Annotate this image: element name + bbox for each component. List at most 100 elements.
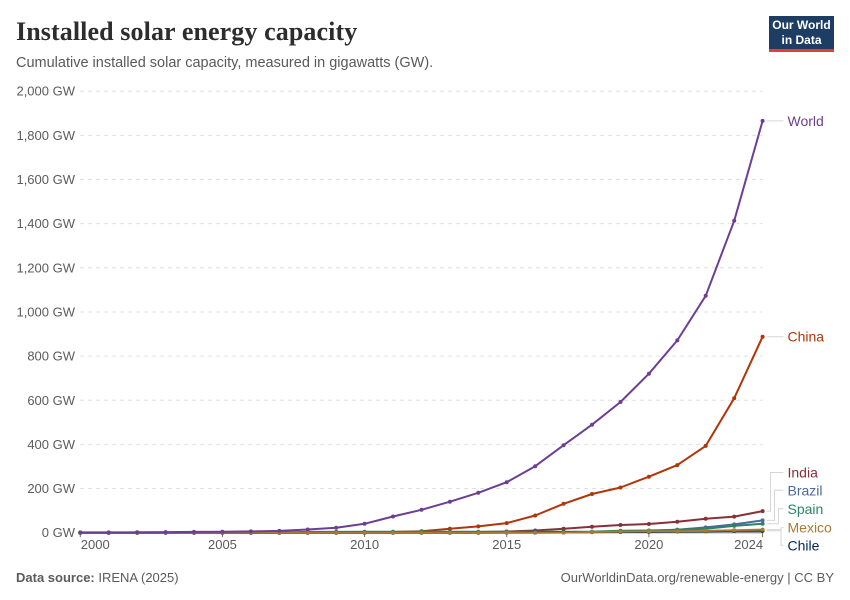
- series-dot-spain[interactable]: [760, 521, 765, 526]
- series-dot-world[interactable]: [646, 371, 651, 376]
- series-dot-china[interactable]: [447, 526, 452, 531]
- series-dot-mexico[interactable]: [305, 530, 310, 535]
- owid-logo-line1: Our World: [772, 18, 831, 32]
- series-dot-india[interactable]: [760, 509, 765, 514]
- label-connector-india: [766, 472, 784, 512]
- x-tick-label: 2010: [350, 537, 379, 552]
- series-dot-world[interactable]: [760, 118, 765, 123]
- series-line-world[interactable]: [79, 119, 764, 534]
- y-tick-label: 1,800 GW: [16, 128, 75, 143]
- series-dot-world[interactable]: [163, 530, 168, 535]
- series-world[interactable]: [78, 118, 765, 535]
- chart-subtitle: Cumulative installed solar capacity, mea…: [16, 55, 434, 71]
- series-dot-mexico[interactable]: [362, 530, 367, 535]
- series-dot-world[interactable]: [504, 480, 509, 485]
- y-tick-label: 1,000 GW: [16, 304, 75, 319]
- series-dot-china[interactable]: [732, 396, 737, 401]
- series-dot-mexico[interactable]: [675, 529, 680, 534]
- series-dot-mexico[interactable]: [703, 528, 708, 533]
- series-dot-india[interactable]: [675, 519, 680, 524]
- series-dot-spain[interactable]: [732, 523, 737, 528]
- series-dot-china[interactable]: [675, 463, 680, 468]
- x-tick-label: 2015: [492, 537, 521, 552]
- data-source-label: Data source:: [16, 570, 95, 585]
- series-dot-brazil[interactable]: [760, 518, 765, 523]
- series-dot-world[interactable]: [447, 499, 452, 504]
- x-tick-label: 2024: [734, 537, 763, 552]
- series-dot-india[interactable]: [561, 526, 566, 531]
- series-dot-world[interactable]: [248, 529, 253, 534]
- series-dot-mexico[interactable]: [419, 530, 424, 535]
- series-dot-world[interactable]: [78, 530, 83, 535]
- series-dot-india[interactable]: [732, 514, 737, 519]
- y-tick-label: 1,200 GW: [16, 260, 75, 275]
- series-dot-world[interactable]: [703, 293, 708, 298]
- series-label-india[interactable]: India: [788, 465, 819, 481]
- series-dot-mexico[interactable]: [760, 527, 765, 532]
- series-label-mexico[interactable]: Mexico: [788, 520, 833, 536]
- series-dot-mexico[interactable]: [334, 530, 339, 535]
- series-dot-world[interactable]: [533, 464, 538, 469]
- series-label-brazil[interactable]: Brazil: [788, 482, 823, 498]
- series-label-spain[interactable]: Spain: [788, 501, 824, 517]
- y-tick-label: 0 GW: [42, 525, 76, 540]
- label-connector-spain: [766, 508, 784, 525]
- series-dot-mexico[interactable]: [646, 529, 651, 534]
- series-dot-mexico[interactable]: [533, 530, 538, 535]
- series-dot-world[interactable]: [590, 422, 594, 427]
- series-label-world[interactable]: World: [788, 113, 824, 129]
- series-dot-world[interactable]: [732, 218, 737, 223]
- series-dot-mexico[interactable]: [391, 530, 395, 535]
- label-connector-chile: [766, 530, 784, 546]
- series-dot-world[interactable]: [476, 490, 481, 495]
- owid-logo[interactable]: Our World in Data: [769, 16, 834, 52]
- series-dot-china[interactable]: [590, 492, 594, 496]
- series-dot-world[interactable]: [334, 525, 339, 530]
- y-tick-label: 2,000 GW: [16, 84, 75, 99]
- series-dot-china[interactable]: [561, 501, 566, 506]
- series-dot-china[interactable]: [504, 521, 509, 526]
- series-china[interactable]: [78, 334, 765, 535]
- series-dot-mexico[interactable]: [561, 530, 566, 535]
- data-source-note: Data source: IRENA (2025): [16, 570, 179, 585]
- series-dot-india[interactable]: [646, 522, 651, 526]
- series-dot-india[interactable]: [618, 523, 623, 527]
- series-line-china[interactable]: [79, 335, 764, 534]
- series-dot-world[interactable]: [419, 507, 424, 512]
- series-dot-mexico[interactable]: [504, 530, 509, 535]
- series-dot-mexico[interactable]: [590, 530, 594, 534]
- series-dot-china[interactable]: [476, 524, 481, 529]
- series-dot-world[interactable]: [561, 443, 566, 448]
- label-connector-brazil: [766, 489, 784, 521]
- series-dot-world[interactable]: [220, 529, 225, 534]
- series-label-china[interactable]: China: [788, 329, 825, 345]
- series-dot-world[interactable]: [391, 514, 395, 519]
- series-dot-world[interactable]: [192, 529, 196, 534]
- chart-title: Installed solar energy capacity: [16, 17, 358, 46]
- series-dot-mexico[interactable]: [447, 530, 452, 535]
- series-dot-china[interactable]: [703, 443, 708, 448]
- series-dot-world[interactable]: [305, 527, 310, 532]
- series-dot-world[interactable]: [362, 521, 367, 526]
- series-dot-world[interactable]: [618, 400, 623, 404]
- owid-logo-line2: in Data: [781, 32, 822, 47]
- attribution-link[interactable]: OurWorldinData.org/renewable-energy | CC…: [560, 570, 834, 585]
- series-dot-world[interactable]: [106, 530, 111, 535]
- series-dot-india[interactable]: [703, 516, 708, 521]
- series-dot-mexico[interactable]: [732, 528, 737, 533]
- series-dot-china[interactable]: [760, 334, 765, 339]
- series-dot-china[interactable]: [533, 513, 538, 518]
- series-label-chile[interactable]: Chile: [788, 537, 820, 553]
- series-dot-world[interactable]: [675, 338, 680, 343]
- y-tick-label: 400 GW: [27, 437, 75, 452]
- label-connector-mexico: [766, 527, 784, 531]
- series-dot-world[interactable]: [277, 528, 282, 533]
- series-dot-china[interactable]: [618, 485, 623, 490]
- y-tick-label: 600 GW: [27, 393, 75, 408]
- y-tick-label: 800 GW: [27, 349, 75, 364]
- series-dot-china[interactable]: [646, 474, 651, 479]
- series-dot-world[interactable]: [135, 530, 140, 535]
- series-dot-mexico[interactable]: [618, 529, 623, 534]
- series-dot-mexico[interactable]: [476, 530, 481, 535]
- series-dot-india[interactable]: [590, 524, 594, 529]
